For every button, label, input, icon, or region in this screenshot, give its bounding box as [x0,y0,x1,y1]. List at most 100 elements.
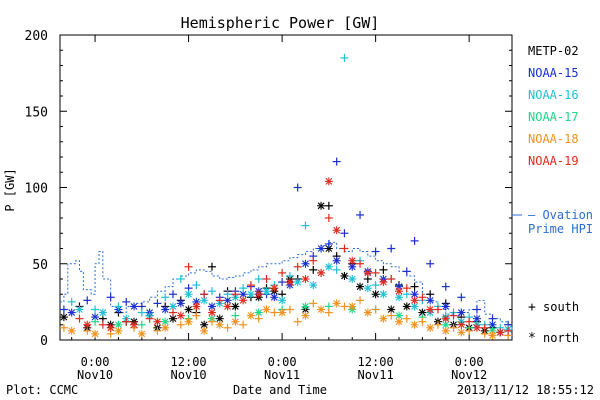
noaa-18-north-point [114,326,123,335]
metp-02-north-point [231,302,240,311]
metp-02-south-point [379,265,388,274]
x-tick-label-date: Nov10 [171,368,207,382]
y-axis-label: P [GW] [3,168,17,211]
noaa-16-south-point [371,281,380,290]
marker-d2 [395,293,403,301]
noaa-18-south-point [293,317,302,326]
noaa-15-south-point [441,282,450,291]
marker-d2 [489,321,496,329]
noaa-15-south-point [356,210,365,219]
x-tick-label-time: 0:00 [455,355,484,369]
metp-02-north-point [184,305,193,314]
marker-d2 [473,315,481,323]
noaa-16-north-point [75,305,84,314]
noaa-15-south-point [340,229,349,238]
marker-d2 [177,312,185,319]
marker-d2 [426,306,434,313]
noaa-18-south-point [270,308,279,317]
marker-d2 [239,290,247,298]
noaa-15-south-point [457,293,466,302]
marker-d2 [263,287,270,295]
marker-d2 [333,257,341,265]
marker-d2 [302,275,309,283]
noaa-18-south-point [192,311,201,320]
noaa-15-south-point [59,305,68,314]
noaa-16-south-point [114,302,123,311]
noaa-16-south-point [91,305,100,314]
noaa-19-north-point [472,323,481,332]
noaa-19-south-point [215,296,224,305]
noaa-16-south-point [254,275,263,283]
noaa-16-south-point [332,265,341,274]
noaa-19-north-point [441,314,450,323]
marker-d2 [169,303,177,310]
marker-d2 [380,278,387,286]
noaa-19-north-point [332,226,341,235]
noaa-16-north-point [309,281,318,290]
marker-d2 [426,296,434,304]
noaa-18-north-point [184,317,193,326]
marker-d2 [200,327,208,335]
metp-02-north-point [387,305,396,314]
noaa-19-south-point [169,308,177,317]
noaa-19-south-point [262,275,271,283]
noaa-18-south-point [207,317,216,326]
marker-d2 [457,309,465,316]
noaa-19-south-point [340,244,349,253]
noaa-18-north-point [426,323,435,332]
noaa-19-south-point [122,317,131,326]
marker-d2 [278,309,286,316]
noaa-19-north-point [223,302,232,311]
noaa-18-south-point [223,323,232,332]
marker-d2 [364,309,372,316]
noaa-19-south-point [356,259,365,268]
noaa-15-south-point [410,236,419,245]
noaa-19-south-point [504,326,513,335]
noaa-18-south-point [340,302,349,311]
marker-d2 [418,309,426,316]
noaa-19-north-point [301,275,310,283]
marker-d2 [489,332,496,339]
noaa-16-south-point [340,53,349,62]
noaa-18-north-point [332,299,341,308]
noaa-16-north-point [293,278,302,287]
marker-d2 [208,303,216,310]
noaa-19-north-point [285,278,294,287]
x-tick-label-time: 12:00 [358,355,394,369]
marker-d2 [247,290,255,298]
noaa-18-south-point [239,320,248,329]
noaa-15-north-point [332,256,341,265]
marker-d2 [333,226,341,234]
marker-d2 [348,303,356,310]
noaa-16-north-point [262,287,271,296]
metp-02-north-point [356,282,365,291]
marker-d2 [364,269,372,277]
marker-d2 [91,330,99,338]
noaa-19-south-point [387,275,396,283]
noaa-17-south-point [91,317,100,326]
noaa-16-south-point [223,290,232,299]
marker-d2 [161,318,169,326]
marker-d2 [192,303,200,310]
noaa-19-north-point [395,287,403,296]
noaa-18-south-point [371,305,380,314]
marker-d2 [169,315,177,323]
metp-02-south-point [410,282,419,291]
noaa-18-south-point [324,308,333,317]
marker-d2 [348,275,356,283]
noaa-18-north-point [457,328,466,337]
marker-d2 [302,260,309,268]
marker-d2 [348,263,356,271]
noaa-18-north-point [231,317,240,326]
noaa-19-north-point [106,323,115,332]
x-axis-label: Date and Time [233,383,327,397]
marker-d2 [107,324,115,332]
noaa-18-north-point [200,326,209,335]
noaa-19-north-point [207,308,216,317]
marker-d2 [270,284,278,292]
noaa-19-south-point [231,290,240,299]
metp-02-north-point [418,308,427,317]
x-tick-label-date: Nov12 [451,368,487,382]
noaa-16-north-point [200,296,209,305]
metp-02-north-point [317,201,326,210]
